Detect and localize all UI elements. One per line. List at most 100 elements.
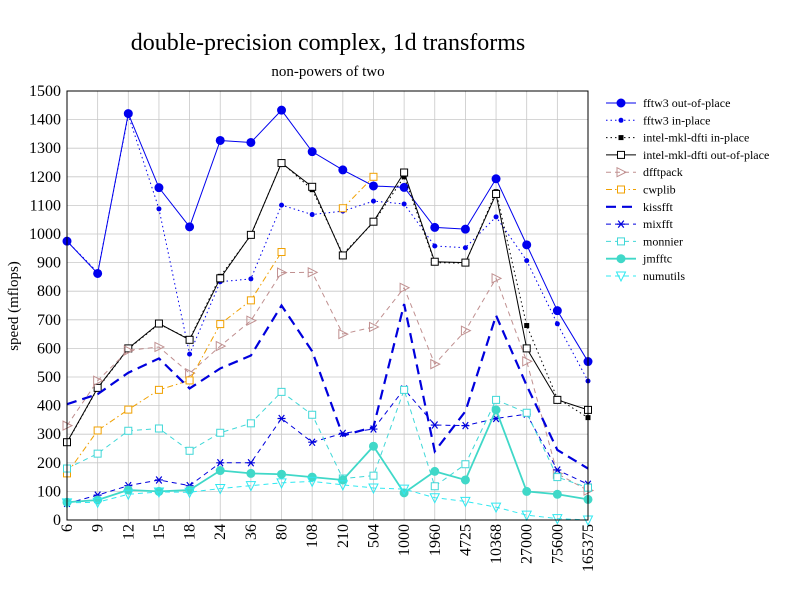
series-10-point xyxy=(184,487,195,499)
series-1-point xyxy=(493,214,499,220)
series-5-point xyxy=(93,426,102,435)
series-9-point xyxy=(552,489,562,499)
legend-label: mixfft xyxy=(643,217,673,231)
series-4-point xyxy=(307,267,319,278)
y-tick-label: 800 xyxy=(37,283,61,300)
y-tick-label: 200 xyxy=(37,455,61,472)
legend-swatch-marker xyxy=(618,135,624,141)
y-tick-label: 600 xyxy=(37,340,61,357)
series-10-point xyxy=(490,502,502,514)
x-tick-label: 9 xyxy=(90,524,107,532)
series-3-point xyxy=(185,335,194,344)
y-tick-label: 1200 xyxy=(29,169,61,186)
legend-swatch-marker xyxy=(616,166,628,178)
series-4-point xyxy=(460,325,472,336)
series-10-point xyxy=(214,484,226,495)
legend-swatch-marker xyxy=(617,150,625,159)
series-10-point xyxy=(429,493,441,504)
series-0 xyxy=(62,105,593,367)
series-line-3 xyxy=(66,162,589,443)
series-10-point xyxy=(368,483,379,495)
series-4 xyxy=(62,267,595,496)
axis-ticks: 0 100 200 300 400 500 600 700 800 900 1000 1100 1200… xyxy=(29,83,597,572)
series-5-point xyxy=(277,248,286,257)
series-4-point xyxy=(93,375,104,387)
series-1-point xyxy=(432,243,438,249)
series-0-point xyxy=(307,147,317,157)
chart-title: double-precision complex, 1d transforms xyxy=(131,30,526,56)
series-3-point xyxy=(216,274,225,283)
series-10-point xyxy=(276,478,287,489)
series-0-point xyxy=(215,135,225,145)
series-8 xyxy=(63,385,592,492)
series-8-point xyxy=(246,419,255,428)
series-0-point xyxy=(399,182,409,192)
legend-item-5: cwplib xyxy=(606,183,676,197)
y-tick-label: 1400 xyxy=(29,112,61,129)
series-10-point xyxy=(92,497,103,509)
series-10-point xyxy=(337,480,349,491)
series-4-point xyxy=(246,315,258,326)
legend-label: cwplib xyxy=(643,183,676,197)
legend-label: fftw3 in-place xyxy=(643,113,710,127)
legend-item-7: mixfft xyxy=(606,217,673,231)
chart-subtitle: non-powers of two xyxy=(271,64,384,80)
series-8-point xyxy=(400,385,409,394)
series-3-point xyxy=(430,257,439,266)
x-tick-label: 1960 xyxy=(427,524,444,556)
series-8-point xyxy=(185,446,194,455)
series-line-5 xyxy=(66,176,374,474)
series-0-point xyxy=(185,222,195,232)
legend-swatch-marker xyxy=(618,117,624,123)
x-tick-label: 80 xyxy=(274,524,291,540)
legend-label: numutils xyxy=(643,269,685,283)
x-tick-label: 15 xyxy=(151,524,168,540)
series-line-0 xyxy=(66,109,589,362)
series-10-point xyxy=(122,489,134,501)
legend-item-8: monnier xyxy=(606,234,683,248)
legend-label: monnier xyxy=(643,234,683,248)
series-line-10 xyxy=(66,480,589,521)
x-tick-label: 504 xyxy=(365,524,382,548)
series-10-point xyxy=(552,514,563,525)
x-tick-label: 18 xyxy=(182,524,199,540)
series-1-point xyxy=(401,201,407,207)
series-3-point xyxy=(308,182,317,191)
series-0-point xyxy=(552,306,562,316)
series-4-point xyxy=(215,340,227,352)
series-3-point xyxy=(522,344,531,353)
series-5-point xyxy=(154,385,163,394)
legend-swatch-marker xyxy=(617,237,625,246)
y-tick-label: 0 xyxy=(53,512,61,529)
series-3-point xyxy=(93,383,102,392)
series-9-point xyxy=(277,469,287,479)
series-line-8 xyxy=(66,388,589,489)
plot-frame xyxy=(66,90,589,521)
y-tick-label: 1300 xyxy=(29,140,61,157)
series-9-point xyxy=(460,475,470,485)
series-0-point xyxy=(460,224,470,234)
series-10-point xyxy=(521,510,533,522)
series-8-point xyxy=(277,387,286,396)
legend-swatch-marker xyxy=(615,271,627,283)
series-1-point xyxy=(462,245,468,251)
series-3-point xyxy=(553,395,562,404)
series-1-point xyxy=(156,206,162,212)
series-0-point xyxy=(430,222,440,232)
series-0-point xyxy=(338,165,348,175)
series-1-point xyxy=(370,198,376,204)
series-3-point xyxy=(400,168,409,177)
legend-swatch-marker xyxy=(617,185,625,194)
series-7-point xyxy=(461,421,470,430)
series-3-point xyxy=(277,159,286,168)
y-axis-label: speed (mflops) xyxy=(6,261,22,351)
x-tick-label: 165375 xyxy=(580,524,597,572)
series-7-point xyxy=(338,429,347,438)
x-tick-label: 12 xyxy=(120,524,137,540)
series-line-4 xyxy=(66,271,589,491)
series-1-point xyxy=(125,112,131,118)
y-tick-label: 1000 xyxy=(29,226,61,243)
series-8-point xyxy=(369,471,378,480)
series-9-point xyxy=(430,466,440,476)
series-9-point xyxy=(215,466,225,476)
